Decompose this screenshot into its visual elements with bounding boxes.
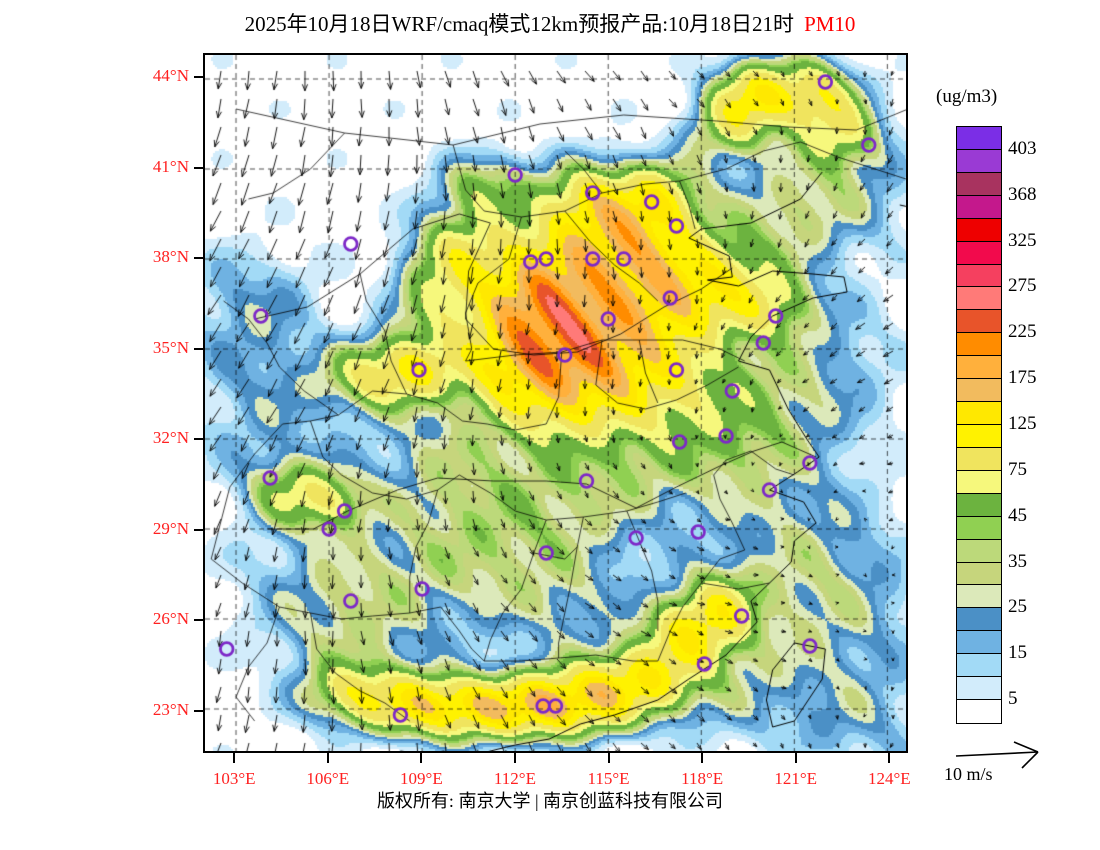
colorbar-band — [957, 608, 1001, 632]
colorbar-band — [957, 493, 1001, 517]
colorbar-band — [957, 310, 1001, 334]
colorbar-band — [957, 356, 1001, 380]
x-axis-tick-label: 106°E — [306, 769, 350, 788]
x-axis-tick-mark — [326, 753, 329, 763]
colorbar-tick-label: 175 — [1008, 367, 1037, 389]
colorbar-band — [957, 241, 1001, 265]
pm10-concentration-map — [205, 55, 906, 751]
title-main-text: 2025年10月18日WRF/cmaq模式12km预报产品:10月18日21时 — [244, 12, 795, 36]
colorbar-band — [957, 424, 1001, 448]
x-axis-tick-mark — [888, 753, 891, 763]
colorbar-band — [957, 264, 1001, 288]
wind-key-label: 10 m/s — [944, 764, 993, 784]
colorbar-band — [957, 379, 1001, 403]
colorbar-band — [957, 585, 1001, 609]
x-axis-tick-label: 124°E — [867, 769, 911, 788]
y-axis-tick-label: 32°N — [152, 428, 189, 448]
colorbar-band — [957, 127, 1001, 150]
colorbar-band — [957, 677, 1001, 701]
colorbar-band — [957, 516, 1001, 540]
x-axis-tick-mark — [233, 753, 236, 763]
y-axis-tick-label: 38°N — [152, 247, 189, 267]
colorbar-band — [957, 402, 1001, 425]
colorbar-band — [957, 218, 1001, 242]
colorbar-band — [957, 149, 1001, 173]
colorbar-tick-label: 35 — [1008, 550, 1027, 572]
colorbar-tick-label: 45 — [1008, 504, 1027, 526]
colorbar-tick-label: 368 — [1008, 183, 1037, 205]
x-axis-tick-mark — [607, 753, 610, 763]
colorbar-band — [957, 562, 1001, 586]
map-plot-area — [203, 53, 908, 753]
colorbar-band — [957, 631, 1001, 655]
copyright-footer: 版权所有: 南京大学 | 南京创蓝科技有限公司 — [376, 791, 724, 811]
colorbar-tick-label: 275 — [1008, 275, 1037, 297]
y-axis-tick-label: 44°N — [152, 66, 189, 86]
colorbar-tick-label: 25 — [1008, 596, 1027, 618]
colorbar-band — [957, 333, 1001, 357]
x-axis-tick-label: 112°E — [493, 769, 536, 788]
colorbar-band — [957, 470, 1001, 494]
colorbar-tick-label: 5 — [1008, 688, 1018, 710]
title-species-text: PM10 — [804, 12, 856, 36]
colorbar — [956, 126, 1002, 724]
colorbar-band — [957, 287, 1001, 311]
x-axis-tick-mark — [794, 753, 797, 763]
colorbar-unit-label: (ug/m3) — [936, 86, 998, 107]
colorbar-band — [957, 654, 1001, 678]
colorbar-tick-label: 225 — [1008, 321, 1037, 343]
chart-title: 2025年10月18日WRF/cmaq模式12km预报产品:10月18日21时 P… — [0, 8, 1100, 38]
colorbar-tick-label: 125 — [1008, 413, 1037, 434]
colorbar-band — [957, 172, 1001, 196]
y-axis-tick-label: 41°N — [152, 156, 189, 176]
y-axis-tick-label: 26°N — [152, 609, 189, 629]
colorbar-band — [957, 195, 1001, 219]
colorbar-tick-label: 75 — [1008, 458, 1027, 480]
colorbar-band — [957, 447, 1001, 471]
colorbar-band — [957, 700, 1001, 723]
x-axis-tick-label: 121°E — [774, 769, 818, 788]
colorbar-tick-label: 325 — [1008, 229, 1037, 251]
x-axis-tick-mark — [701, 753, 704, 763]
x-axis-tick-mark — [513, 753, 516, 763]
x-axis-tick-mark — [420, 753, 423, 763]
y-axis-tick-label: 35°N — [152, 337, 189, 357]
colorbar-tick-label: 403 — [1008, 137, 1037, 159]
colorbar-band — [957, 539, 1001, 563]
y-axis-tick-label: 23°N — [152, 699, 189, 719]
x-axis-tick-label: 115°E — [587, 769, 630, 788]
x-axis-tick-label: 103°E — [212, 769, 256, 788]
y-axis-tick-label: 29°N — [152, 518, 189, 538]
x-axis-tick-label: 109°E — [400, 769, 443, 788]
wind-reference-arrow-icon — [955, 741, 1039, 769]
x-axis-tick-label: 118°E — [681, 769, 724, 788]
colorbar-tick-label: 15 — [1008, 642, 1027, 664]
